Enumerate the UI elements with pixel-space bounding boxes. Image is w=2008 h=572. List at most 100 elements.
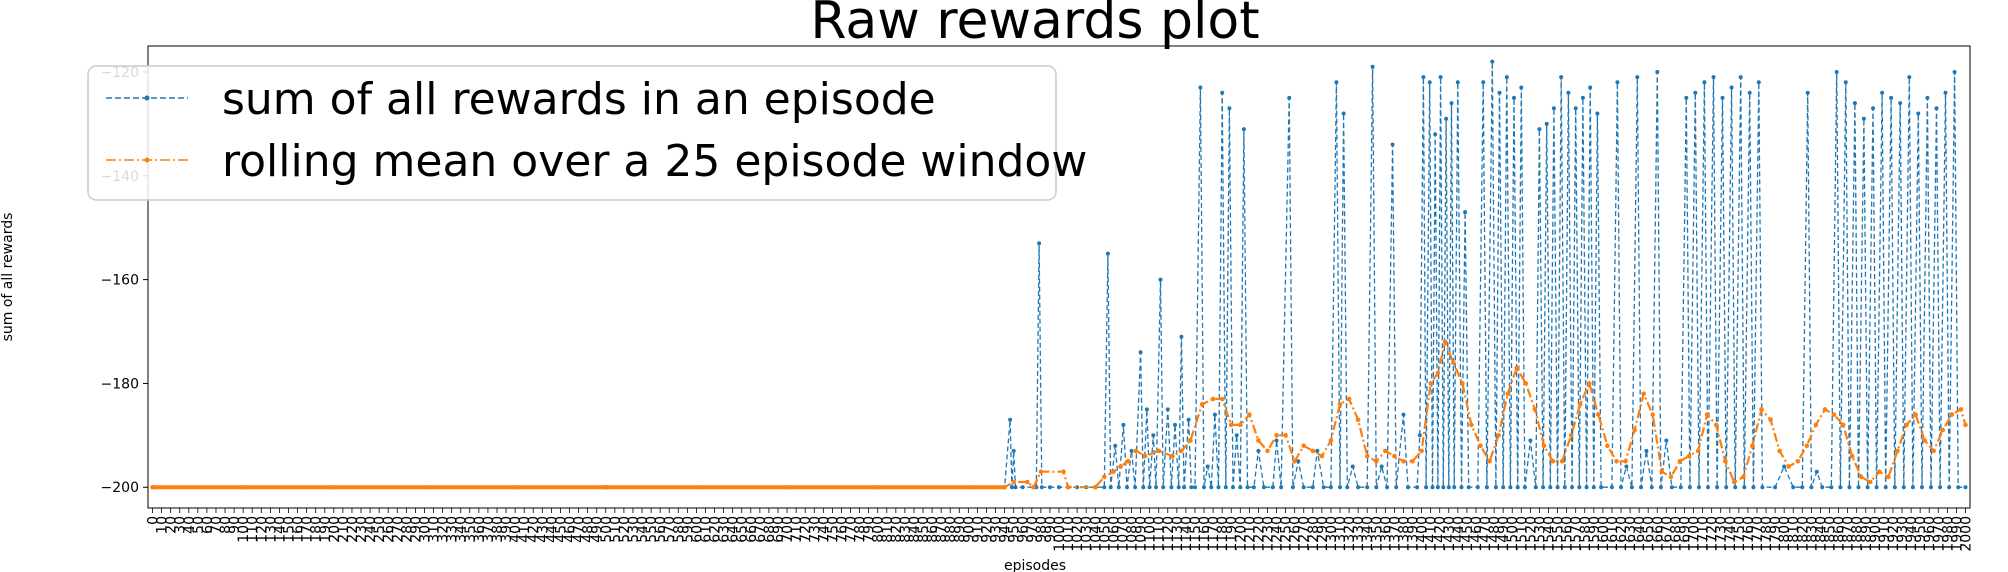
- x-tick-label: 1290: [1315, 516, 1331, 552]
- data-point: [1279, 485, 1284, 490]
- x-tick-label: 800: [871, 516, 887, 543]
- legend-label-rolling-mean: rolling mean over a 25 episode window: [222, 136, 1087, 187]
- x-tick-label: 80: [218, 516, 234, 534]
- data-point: [1629, 485, 1634, 490]
- data-point: [1650, 412, 1655, 417]
- x-tick-label: 480: [581, 516, 597, 543]
- x-tick-label: 900: [961, 516, 977, 543]
- data-point: [1394, 485, 1399, 490]
- x-tick-label: 1930: [1895, 516, 1911, 552]
- x-tick-label: 1540: [1541, 516, 1557, 552]
- data-point: [1189, 485, 1194, 490]
- data-point: [1550, 459, 1556, 464]
- data-point: [1238, 422, 1243, 428]
- data-point: [1455, 80, 1460, 85]
- x-tick-label: 1180: [1215, 516, 1231, 552]
- x-tick-label: 390: [499, 516, 515, 543]
- data-point: [1310, 448, 1316, 454]
- data-point: [1838, 485, 1843, 490]
- data-point: [1220, 90, 1225, 95]
- data-point: [1469, 422, 1474, 428]
- x-tick-label: 90: [227, 516, 243, 534]
- data-point: [1265, 448, 1270, 454]
- data-point: [1446, 485, 1451, 490]
- x-tick-label: 540: [635, 516, 651, 543]
- data-point: [1922, 438, 1927, 443]
- x-tick-label: 100: [236, 516, 252, 543]
- x-tick-label: 160: [291, 516, 307, 543]
- data-point: [1588, 85, 1593, 90]
- data-point: [1760, 485, 1765, 490]
- data-point: [1290, 485, 1295, 490]
- x-tick-label: 570: [662, 516, 678, 543]
- data-point: [1938, 485, 1943, 490]
- data-point: [1686, 453, 1692, 459]
- data-point: [1920, 485, 1924, 490]
- x-tick-label: 10: [155, 516, 171, 534]
- data-point: [1931, 448, 1936, 454]
- data-point: [1623, 459, 1628, 464]
- x-tick-label: 1430: [1442, 516, 1458, 552]
- data-point: [1417, 433, 1422, 438]
- x-tick-label: 1960: [1922, 516, 1938, 552]
- x-tick-label: 1780: [1759, 516, 1775, 552]
- x-tick-label: 200: [327, 516, 343, 543]
- data-point: [1390, 142, 1395, 147]
- data-point: [1871, 106, 1875, 111]
- x-tick-label: 1990: [1949, 516, 1965, 552]
- data-point: [1031, 484, 1036, 490]
- data-point: [1419, 448, 1424, 454]
- x-tick-label: 1530: [1532, 516, 1548, 552]
- data-point: [1234, 433, 1239, 438]
- data-point: [1559, 459, 1565, 464]
- data-point: [1729, 85, 1734, 90]
- data-point: [1410, 459, 1415, 464]
- data-point: [1515, 485, 1520, 490]
- x-tick-label: 1970: [1931, 516, 1947, 552]
- x-tick-label: 1910: [1877, 516, 1893, 552]
- data-point: [1356, 485, 1361, 490]
- data-point: [1504, 75, 1509, 80]
- x-tick-label: 810: [880, 516, 896, 543]
- x-tick-label: 1390: [1406, 516, 1422, 552]
- data-point: [1814, 469, 1819, 474]
- x-tick-label: 1120: [1161, 516, 1177, 552]
- data-point: [1186, 417, 1191, 422]
- data-point: [1501, 485, 1506, 490]
- x-tick-label: 1940: [1904, 516, 1920, 552]
- x-tick-label: 730: [807, 516, 823, 543]
- x-tick-label: 1080: [1125, 516, 1141, 552]
- x-tick-label: 1810: [1786, 516, 1802, 552]
- data-point: [1963, 485, 1968, 490]
- data-point: [1541, 443, 1547, 449]
- x-tick-label: 1660: [1650, 516, 1666, 552]
- data-point: [1154, 485, 1158, 490]
- x-tick-label: 1600: [1596, 516, 1612, 552]
- data-point: [1791, 485, 1796, 490]
- data-point: [1424, 485, 1429, 490]
- data-point: [1433, 132, 1438, 137]
- data-point: [1907, 75, 1912, 80]
- data-point: [1338, 485, 1342, 490]
- data-point: [1210, 396, 1216, 402]
- x-tick-label: 460: [563, 516, 579, 543]
- data-point: [1144, 407, 1149, 412]
- data-point: [1541, 485, 1546, 490]
- data-point: [1697, 485, 1701, 490]
- data-point: [1715, 485, 1720, 490]
- x-tick-label: 1670: [1659, 516, 1675, 552]
- data-point: [1319, 453, 1325, 459]
- data-point: [1151, 433, 1156, 438]
- data-point: [1852, 101, 1857, 106]
- x-tick-label: 1440: [1451, 516, 1467, 552]
- x-tick-label: 490: [590, 516, 606, 543]
- x-tick-label: 1710: [1696, 516, 1712, 552]
- data-point: [1925, 95, 1930, 100]
- data-point: [1508, 485, 1513, 490]
- data-point: [1133, 485, 1138, 490]
- data-point: [1706, 485, 1710, 490]
- data-point: [1963, 422, 1968, 428]
- data-point: [1684, 95, 1689, 100]
- x-tick-label: 1050: [1097, 516, 1113, 552]
- data-point: [1813, 422, 1819, 428]
